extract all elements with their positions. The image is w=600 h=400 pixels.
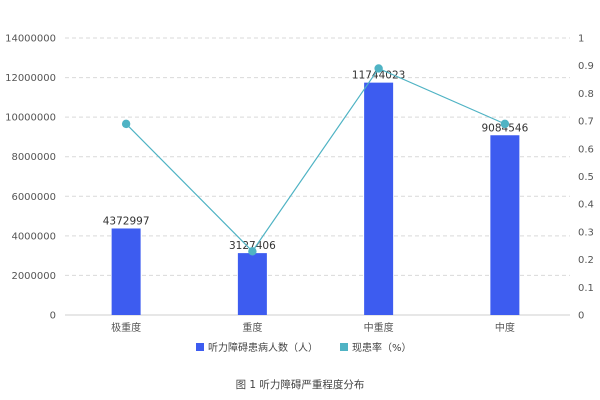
category-label: 中度: [495, 321, 515, 334]
prevalence-point: [121, 119, 131, 129]
left-axis-tick-label: 10000000: [5, 113, 56, 124]
right-axis-ticks: 0 0.1 0.2 0.3 0.4 0.5 0.6 0.7 0.8 0.9 1: [578, 34, 594, 322]
bar-data-labels: 4372997 3127406 11744023 9084546: [103, 70, 529, 252]
bar-data-label: 9084546: [481, 122, 528, 134]
left-axis-tick-label: 14000000: [5, 34, 56, 45]
left-axis-tick-label: 8000000: [11, 152, 56, 163]
left-axis-tick-label: 6000000: [11, 192, 56, 203]
right-axis-tick-label: 0: [578, 311, 584, 322]
category-label: 极重度: [111, 321, 141, 334]
right-axis-tick-label: 0.5: [578, 172, 594, 183]
legend-swatch-cases: [196, 343, 204, 351]
left-axis-tick-label: 12000000: [5, 73, 56, 84]
left-axis-tick-label: 0: [50, 311, 56, 322]
right-axis-tick-label: 0.8: [578, 89, 594, 100]
legend-swatch-prevalence: [340, 343, 348, 351]
right-axis-tick-label: 0.4: [578, 200, 594, 211]
right-axis-tick-label: 0.7: [578, 117, 594, 128]
left-axis-ticks: 0 2000000 4000000 6000000 8000000 10000000 120…: [5, 34, 56, 322]
bar-data-label: 11744023: [352, 70, 405, 82]
bar-series: [111, 82, 520, 316]
prevalence-point: [500, 119, 510, 129]
bar: [111, 228, 141, 315]
bar: [237, 253, 267, 315]
left-axis-tick-label: 4000000: [11, 231, 56, 242]
prevalence-point: [374, 64, 383, 73]
right-axis-tick-label: 0.2: [578, 255, 594, 266]
bar: [364, 82, 394, 316]
line-series: [121, 64, 510, 256]
legend: 听力障碍患病人数（人） 现患率（%）: [196, 341, 412, 354]
gridlines: [65, 37, 570, 316]
right-axis-tick-label: 0.6: [578, 144, 594, 155]
right-axis-tick-label: 0.1: [578, 283, 594, 294]
legend-label-prevalence: 现患率（%）: [352, 341, 412, 354]
prevalence-point: [248, 247, 257, 256]
right-axis-tick-label: 0.3: [578, 227, 594, 238]
right-axis-tick-label: 0.9: [578, 61, 594, 72]
legend-label-cases: 听力障碍患病人数（人）: [208, 341, 318, 354]
figure-caption: 图 1 听力障碍严重程度分布: [236, 378, 365, 391]
bar-data-label: 4372997: [103, 215, 150, 227]
prevalence-line: [125, 67, 506, 253]
bar: [490, 135, 520, 315]
bar-data-label: 3127406: [229, 240, 276, 252]
category-label: 重度: [242, 321, 262, 334]
category-axis-labels: 极重度 重度 中重度 中度: [111, 321, 515, 334]
right-axis-tick-label: 1: [578, 34, 584, 45]
left-axis-tick-label: 2000000: [11, 271, 56, 282]
category-label: 中重度: [364, 321, 394, 334]
